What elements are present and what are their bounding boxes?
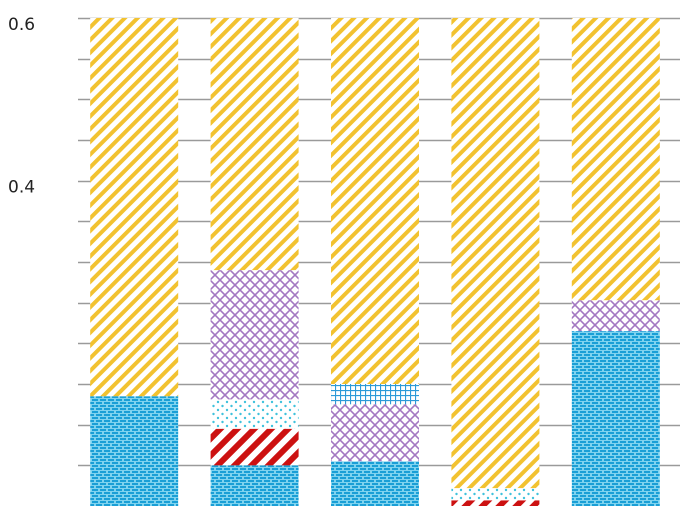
bar-segment-cyan-dots xyxy=(451,488,540,501)
bar-segment-yellow-diagonal xyxy=(90,18,179,397)
bar-segment-red-diagonal xyxy=(210,428,299,466)
bar-segment-purple-crosshatch xyxy=(331,404,419,462)
bar-segment-cyan-dots xyxy=(210,399,299,429)
bar-segment-yellow-diagonal xyxy=(210,18,299,271)
bar-segment-red-diagonal xyxy=(451,500,540,506)
bar-segment-yellow-diagonal xyxy=(331,18,419,384)
bars xyxy=(90,18,660,506)
bar-segment-yellow-diagonal xyxy=(451,18,540,489)
bar-segment-cyan-bricks xyxy=(90,396,179,506)
bar-segment-yellow-diagonal xyxy=(571,18,660,301)
y-axis-tick-labels: 0.6 0.4 xyxy=(8,15,35,198)
y-tick-label: 0.6 xyxy=(8,15,35,35)
bar-segment-cyan-bricks xyxy=(210,465,299,506)
bar-segment-cyan-bricks xyxy=(331,461,419,506)
bar-segment-purple-crosshatch xyxy=(210,270,299,400)
y-tick-label: 0.4 xyxy=(8,178,35,198)
bar-segment-cyan-bricks xyxy=(571,331,660,506)
bar-segment-blue-grid xyxy=(331,384,419,405)
bar-segment-purple-crosshatch xyxy=(571,300,660,332)
